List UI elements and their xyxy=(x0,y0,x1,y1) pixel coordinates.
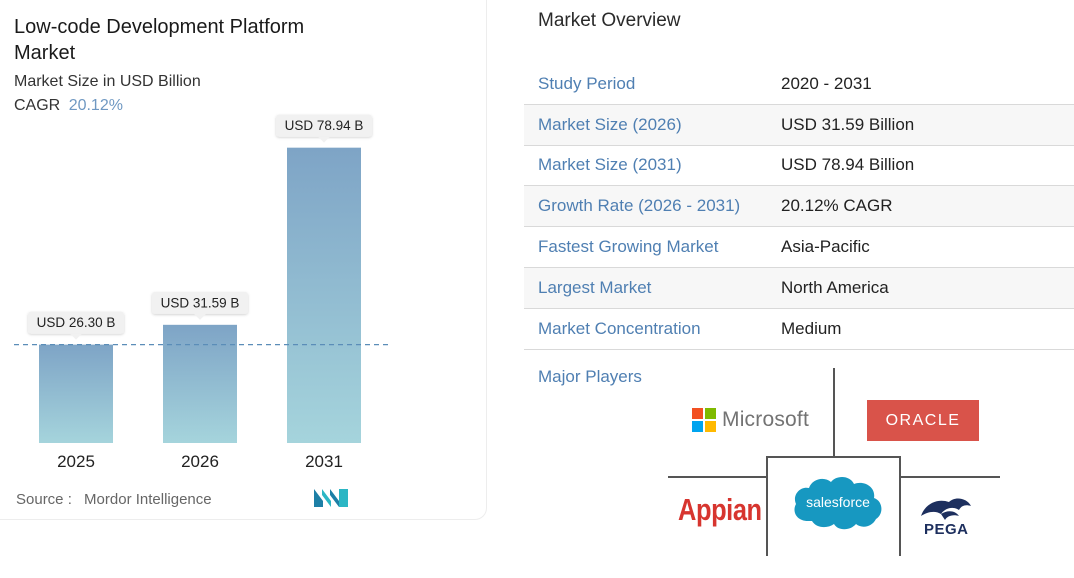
overview-row: Market Size (2026) USD 31.59 Billion xyxy=(524,104,1074,146)
overview-value: Asia-Pacific xyxy=(781,237,870,257)
x-tick-label: 2025 xyxy=(57,452,95,471)
microsoft-squares-icon xyxy=(692,408,716,432)
cagr-value: 20.12% xyxy=(68,97,123,114)
overview-value: 20.12% CAGR xyxy=(781,196,893,216)
data-label-2031: USD 78.94 B xyxy=(276,114,372,143)
bar-chart: USD 26.30 B 2025 USD 31.59 B 2026 USD 78.94 … xyxy=(14,114,388,471)
overview-key: Growth Rate (2026 - 2031) xyxy=(538,196,741,216)
overview-row: Fastest Growing Market Asia-Pacific xyxy=(524,227,1074,268)
overview-key: Market Size (2031) xyxy=(538,155,682,175)
overview-value: USD 31.59 Billion xyxy=(781,114,915,134)
source-value: Mordor Intelligence xyxy=(84,491,212,508)
overview-key: Market Concentration xyxy=(538,318,701,338)
grid-divider xyxy=(766,456,900,458)
cagr-label: CAGR xyxy=(14,97,61,114)
grid-divider xyxy=(668,476,766,478)
major-players-title: Major Players xyxy=(538,367,642,386)
overview-value: Medium xyxy=(781,318,842,338)
svg-text:USD 78.94 B: USD 78.94 B xyxy=(285,118,364,133)
microsoft-logo: Microsoft xyxy=(692,408,809,432)
overview-key: Study Period xyxy=(538,73,636,93)
chart-card: Low-code Development Platform Market Mar… xyxy=(0,0,487,520)
data-label-2026: USD 31.59 B xyxy=(152,291,248,320)
overview-table: Study Period 2020 - 2031 Market Size (20… xyxy=(524,64,1074,350)
pega-wordmark: PEGA xyxy=(924,521,969,538)
chart-subtitle: Market Size in USD Billion xyxy=(14,73,201,90)
x-tick-label: 2031 xyxy=(305,452,343,471)
overview-row: Market Concentration Medium xyxy=(524,309,1074,350)
pega-logo-icon xyxy=(921,498,971,520)
salesforce-logo: salesforce xyxy=(794,476,882,530)
data-label-2025: USD 26.30 B xyxy=(28,311,124,340)
microsoft-wordmark: Microsoft xyxy=(722,408,809,431)
overview-row: Study Period 2020 - 2031 xyxy=(524,64,1074,105)
mordor-logo-icon xyxy=(314,489,348,507)
bar-2031 xyxy=(287,147,361,444)
source-label: Source : xyxy=(16,491,72,508)
appian-logo: Appian xyxy=(678,492,762,527)
overview-key: Market Size (2026) xyxy=(538,114,682,134)
grid-divider xyxy=(900,476,1000,478)
source: Source : Mordor Intelligence xyxy=(16,491,212,508)
chart-title: Low-code Development Platform Market xyxy=(14,16,305,64)
bar-2026 xyxy=(163,324,237,443)
grid-divider xyxy=(899,456,901,556)
overview-value: 2020 - 2031 xyxy=(781,73,872,93)
overview-title: Market Overview xyxy=(538,10,681,31)
x-tick-label: 2026 xyxy=(181,452,219,471)
cagr: CAGR 20.12% xyxy=(14,97,123,115)
svg-text:USD 26.30 B: USD 26.30 B xyxy=(37,315,116,330)
oracle-logo: ORACLE xyxy=(867,400,979,441)
svg-text:USD 31.59 B: USD 31.59 B xyxy=(161,295,240,310)
overview-value: North America xyxy=(781,277,889,297)
overview-row: Growth Rate (2026 - 2031) 20.12% CAGR xyxy=(524,186,1074,228)
overview-key: Fastest Growing Market xyxy=(538,237,719,257)
grid-divider xyxy=(766,456,768,556)
salesforce-wordmark: salesforce xyxy=(806,494,870,510)
overview-row: Market Size (2031) USD 78.94 Billion xyxy=(524,146,1074,187)
overview-key: Largest Market xyxy=(538,277,652,297)
grid-divider xyxy=(833,368,835,456)
bar-2025 xyxy=(39,344,113,443)
overview-value: USD 78.94 Billion xyxy=(781,155,915,175)
overview-row: Largest Market North America xyxy=(524,267,1074,309)
